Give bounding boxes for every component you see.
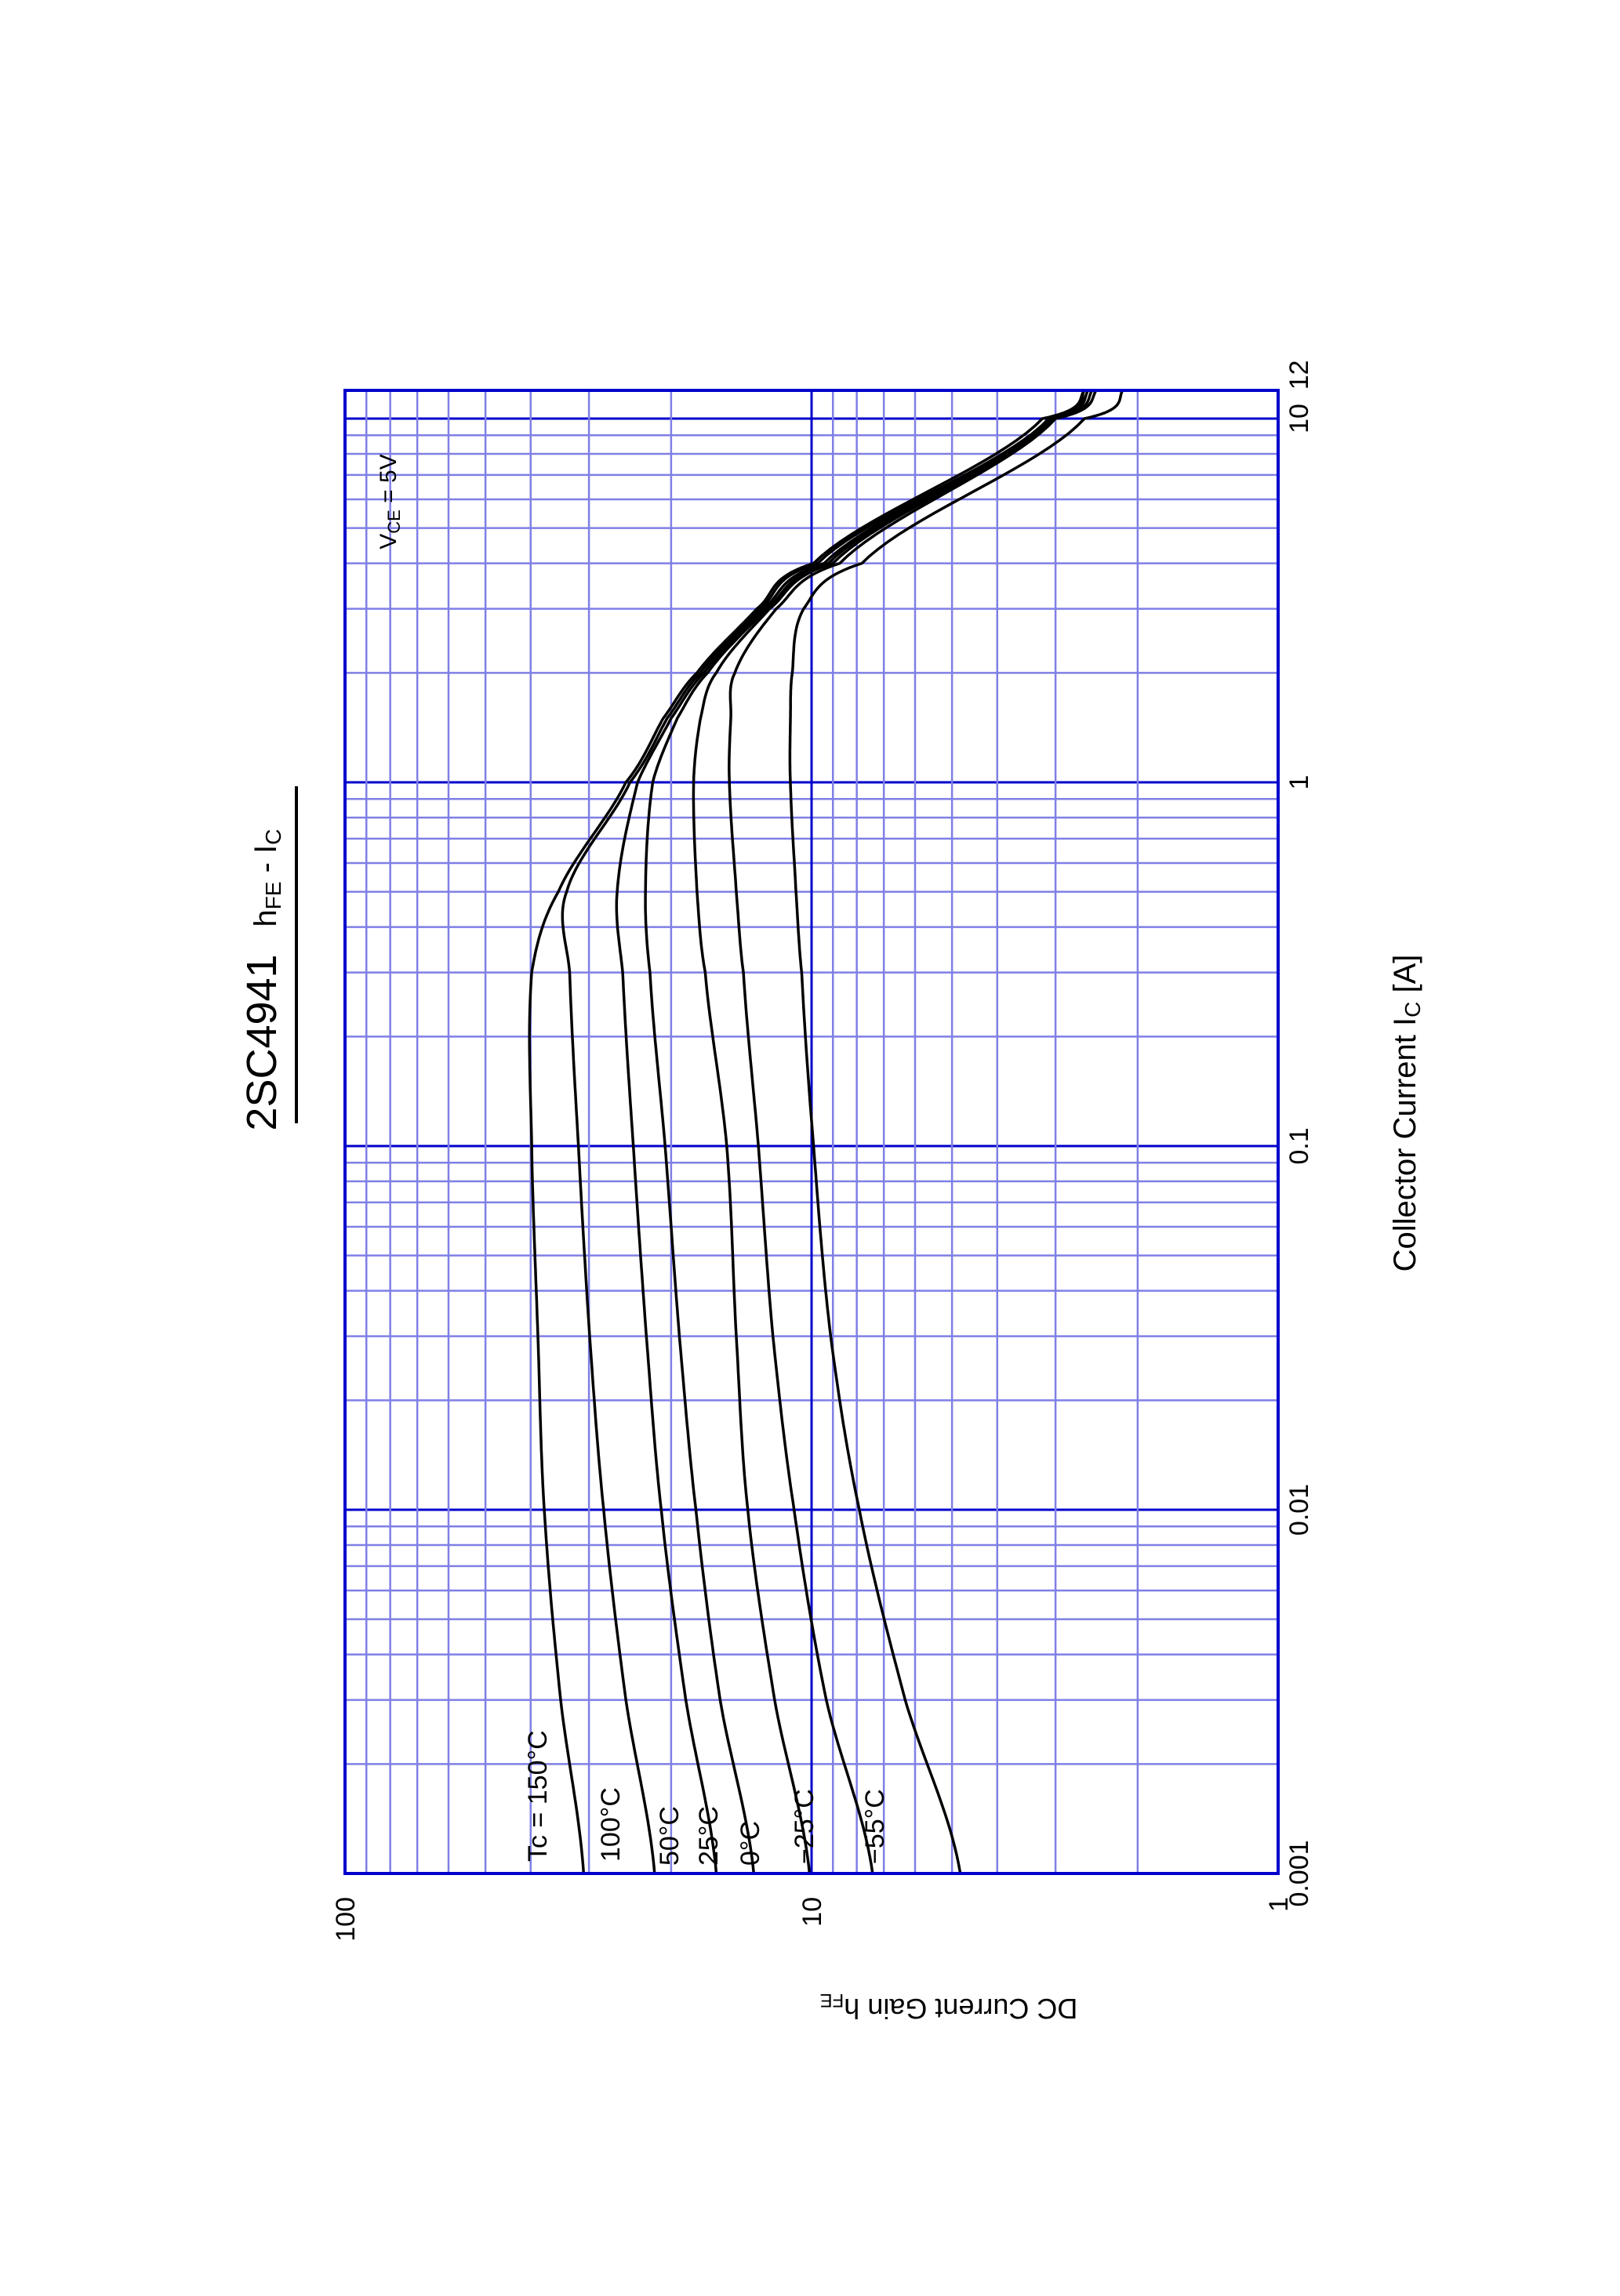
chart-curves bbox=[528, 389, 1124, 1874]
series-label: 25°C bbox=[694, 1806, 724, 1866]
curve-0c bbox=[692, 389, 1094, 1874]
x-tick-label: 1 bbox=[1284, 775, 1314, 790]
curve-50c bbox=[615, 389, 1086, 1874]
y-tick-label: 100 bbox=[331, 1897, 361, 1942]
x-axis-label: Collector Current IC [A] bbox=[1388, 955, 1425, 1272]
series-label: 50°C bbox=[655, 1806, 685, 1866]
series-label: 0°C bbox=[736, 1821, 765, 1866]
curve-25c bbox=[728, 389, 1098, 1874]
series-labels: Tc = 150°C 100°C 50°C 25°C 0°C −25°C −55°C bbox=[523, 1730, 890, 1866]
y-tick-label: 10 bbox=[797, 1897, 827, 1927]
x-tick-label: 12 bbox=[1284, 360, 1314, 390]
y-axis-ticks: 1 10 100 bbox=[331, 1897, 1294, 1942]
series-label: 100°C bbox=[596, 1787, 626, 1862]
x-tick-label: 0.1 bbox=[1284, 1127, 1314, 1164]
plot-frame bbox=[343, 389, 1280, 1875]
x-axis-ticks: 0.001 0.01 0.1 1 10 12 bbox=[1284, 360, 1314, 1906]
x-tick-label: 10 bbox=[1284, 404, 1314, 433]
curve-100c bbox=[561, 389, 1086, 1874]
curve-25c bbox=[644, 389, 1090, 1874]
x-tick-label: 0.001 bbox=[1284, 1840, 1314, 1906]
condition-label: VCE = 5V bbox=[376, 454, 404, 549]
chart-subtitle: hFE - IC bbox=[249, 829, 285, 927]
y-axis-label: DC Current Gain hFE bbox=[820, 1990, 1078, 2025]
chart-title: 2SC4941 bbox=[238, 954, 285, 1130]
series-label: −25°C bbox=[790, 1789, 819, 1864]
y-tick-label: 1 bbox=[1264, 1897, 1294, 1912]
series-label: −55°C bbox=[860, 1789, 890, 1864]
series-label: Tc = 150°C bbox=[523, 1730, 553, 1862]
curve-55c bbox=[788, 389, 1124, 1874]
curve-tc150c bbox=[528, 389, 1086, 1874]
x-tick-label: 0.01 bbox=[1284, 1484, 1314, 1536]
